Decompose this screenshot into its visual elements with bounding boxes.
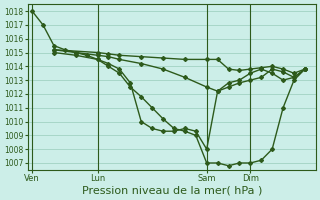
X-axis label: Pression niveau de la mer( hPa ): Pression niveau de la mer( hPa ): [82, 186, 262, 196]
